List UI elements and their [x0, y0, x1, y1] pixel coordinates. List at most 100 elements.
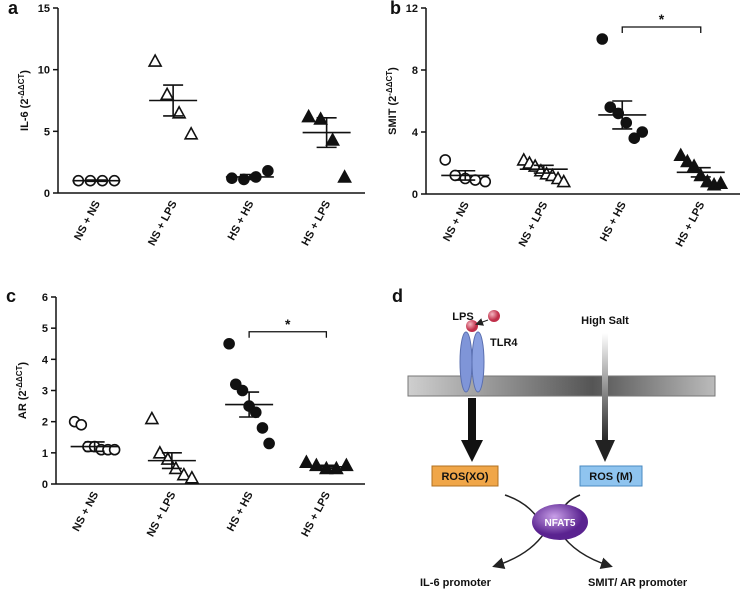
y-label-text: SMIT (2: [387, 96, 399, 135]
x-tick-label: NS + NS: [441, 200, 472, 244]
y-tick-label: 0: [412, 189, 418, 201]
y-tick-label: 4: [412, 127, 419, 139]
point: [159, 86, 175, 101]
tlr4-arrow: [468, 398, 476, 442]
y-tick-label: 6: [42, 292, 48, 304]
tlr4-label: TLR4: [490, 337, 518, 349]
significance-bracket: [621, 26, 702, 33]
error-bar: [163, 84, 184, 117]
point: [325, 132, 340, 146]
y-label-sup: -ΔΔCT: [15, 365, 24, 390]
receptor: [471, 331, 485, 393]
point: [628, 132, 641, 144]
point: [223, 337, 235, 350]
significance-label: *: [659, 11, 665, 27]
point: [299, 454, 314, 468]
arrowhead: [461, 440, 483, 462]
y-tick-label: 5: [44, 126, 50, 138]
error-bar: [690, 166, 711, 178]
point: [226, 172, 238, 184]
point: [176, 466, 192, 481]
x-tick-label: NS + NS: [72, 199, 103, 243]
point: [636, 126, 649, 138]
point: [439, 154, 452, 166]
lps-ball: [488, 310, 500, 322]
y-tick-label: 0: [42, 479, 48, 491]
y-tick-label: 0: [44, 188, 50, 200]
x-tick-label: NS + NS: [70, 490, 101, 534]
diagram: d LPS TLR4 High Salt ROS(XO) ROS (M) NFA…: [392, 286, 716, 589]
ros-m: ROS (M): [589, 471, 633, 483]
y-tick-label: 4: [42, 354, 49, 366]
box: [579, 465, 643, 487]
error-bar: [316, 464, 337, 470]
ros-xo: ROS(XO): [441, 471, 488, 483]
panel-label: a: [8, 0, 19, 18]
point: [612, 107, 625, 120]
y-label-sup: -ΔΔCT: [385, 71, 394, 96]
point: [620, 116, 633, 129]
lps-bound: [466, 320, 478, 332]
nfat5-label: NFAT5: [545, 518, 576, 529]
error-bar: [239, 173, 260, 181]
point: [236, 384, 249, 397]
point: [249, 406, 262, 419]
panel-label: c: [6, 286, 16, 306]
y-tick-label: 3: [42, 386, 48, 398]
y-label-text: IL-6 (2: [19, 99, 31, 131]
error-bar: [84, 441, 105, 453]
y-tick-label: 15: [38, 3, 50, 15]
point: [337, 169, 352, 183]
significance-label: *: [285, 316, 291, 332]
x-tick-label: NS + LPS: [145, 490, 179, 539]
point: [713, 175, 729, 189]
x-tick-label: HS + LPS: [299, 490, 333, 539]
error-bar: [612, 100, 633, 130]
point: [262, 165, 274, 177]
y-label: AR (2-ΔΔCT): [15, 362, 29, 420]
point: [680, 153, 695, 168]
salt-arrow: [602, 333, 608, 443]
y-label-text: AR (2: [17, 390, 29, 419]
error-bar: [161, 452, 182, 470]
point: [256, 422, 269, 434]
smit-label: SMIT/ AR promoter: [588, 577, 688, 589]
point: [183, 126, 199, 140]
y-label-end: ): [387, 67, 399, 71]
y-label: SMIT (2-ΔΔCT): [385, 67, 399, 135]
box: [431, 465, 499, 487]
point: [184, 470, 200, 484]
y-tick-label: 5: [42, 323, 48, 335]
point: [301, 108, 316, 123]
x-tick-label: NS + LPS: [517, 200, 551, 249]
y-label-end: ): [17, 362, 29, 366]
y-tick-label: 1: [42, 448, 48, 460]
panel-label: d: [392, 286, 403, 306]
point: [75, 418, 88, 431]
x-tick-label: HS + HS: [598, 200, 629, 244]
x-tick-label: NS + LPS: [146, 199, 180, 248]
error-bar: [86, 179, 107, 183]
error-bar: [239, 391, 260, 418]
point: [596, 33, 609, 45]
point: [604, 101, 617, 113]
y-tick-label: 2: [42, 417, 48, 429]
error-bar: [316, 116, 337, 149]
arrow: [475, 318, 489, 326]
il6-label: IL-6 promoter: [420, 577, 492, 589]
nfat5: [532, 504, 588, 540]
point: [673, 147, 689, 162]
point: [556, 173, 572, 188]
panel-label: b: [390, 0, 401, 18]
y-tick-label: 12: [406, 3, 418, 15]
error-bar: [455, 169, 476, 181]
point: [339, 457, 354, 472]
x-tick-label: HS + HS: [226, 199, 257, 243]
point: [144, 410, 160, 425]
x-tick-label: HS + LPS: [674, 200, 708, 249]
y-tick-label: 8: [412, 65, 418, 77]
significance-bracket: [248, 331, 328, 338]
point: [263, 437, 275, 450]
x-tick-label: HS + LPS: [300, 199, 334, 248]
